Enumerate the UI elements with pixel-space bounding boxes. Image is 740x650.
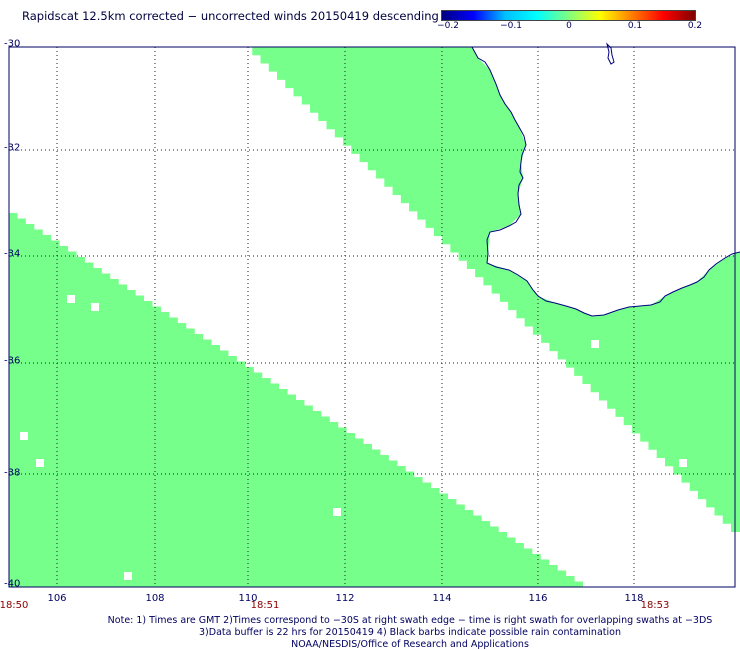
lon-label: 112 (335, 593, 355, 604)
plot-frame (8, 46, 736, 588)
footnote-line-2: 3)Data buffer is 22 hrs for 20150419 4) … (199, 627, 621, 638)
lat-label: -32 (4, 142, 21, 154)
swath-right (244, 47, 740, 532)
footnote-line-1: Note: 1) Times are GMT 2)Times correspon… (107, 615, 713, 626)
data-gap (36, 459, 44, 467)
lon-label: 108 (145, 593, 165, 604)
lat-label: -36 (4, 355, 21, 367)
footnote-line-3: NOAA/NESDIS/Office of Research and Appli… (291, 639, 529, 650)
swath-left (9, 213, 583, 587)
swath-layer (9, 47, 740, 587)
lon-label: 114 (432, 593, 452, 604)
lat-label: -30 (4, 38, 21, 50)
data-gap (333, 508, 341, 516)
map-title: Rapidscat 12.5km corrected − uncorrected… (22, 9, 439, 23)
lat-label: -40 (4, 578, 21, 590)
colorbar-tick: 0.2 (687, 21, 703, 31)
data-gap (124, 572, 132, 580)
colorbar (441, 10, 696, 21)
lon-label: 118 (624, 593, 644, 604)
colorbar-tick: 0.1 (627, 21, 643, 31)
colorbar-tick: −0.2 (437, 21, 459, 31)
data-gap (67, 295, 75, 303)
data-gap (91, 303, 99, 311)
lon-label: 116 (528, 593, 548, 604)
lon-label: 106 (47, 593, 67, 604)
lat-label: -34 (4, 248, 21, 260)
colorbar-tick: 0 (566, 21, 572, 31)
island-outline (606, 42, 615, 65)
data-gap (591, 340, 599, 348)
data-gap (20, 432, 28, 440)
colorbar-tick: −0.1 (500, 21, 522, 31)
coastline (471, 46, 740, 317)
swath-time-label: 18:50 (0, 600, 29, 611)
data-gap (679, 459, 687, 467)
lat-label: -38 (4, 467, 21, 479)
swath-time-label: 18:51 (250, 600, 280, 611)
lon-label: 110 (238, 593, 258, 604)
swath-time-label: 18:53 (640, 600, 670, 611)
